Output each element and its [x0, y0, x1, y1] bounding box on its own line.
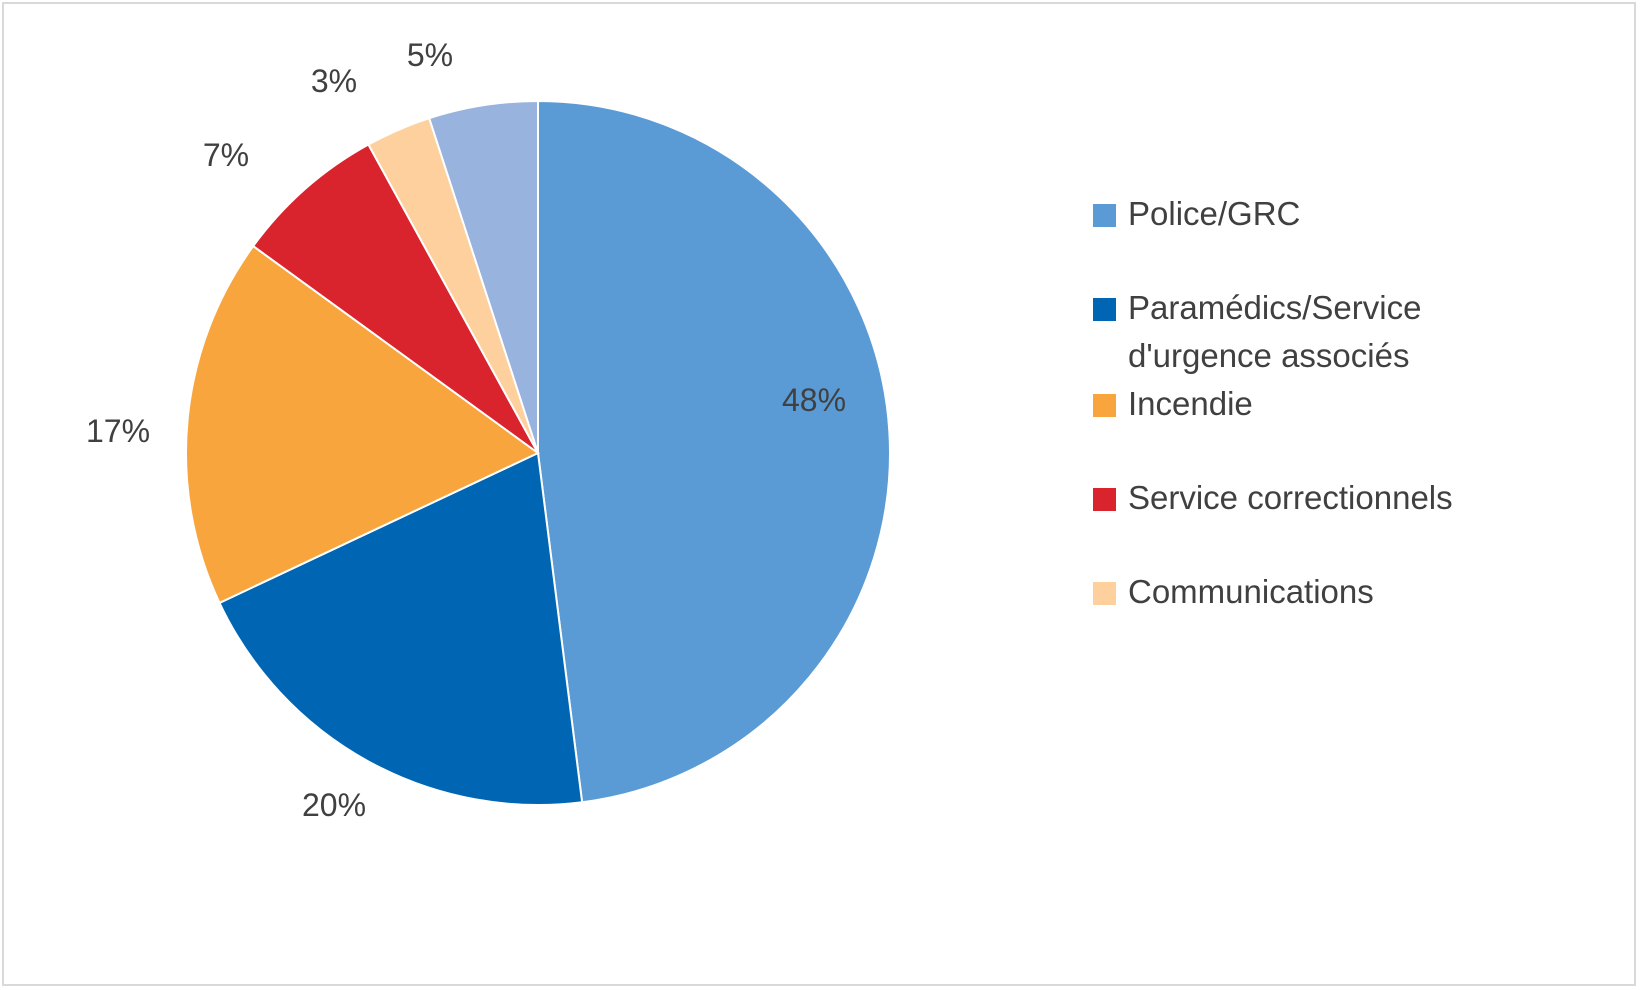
legend-swatch-paramedics — [1093, 298, 1116, 321]
slice-correctionnels — [251, 143, 539, 454]
slice-paramedics — [218, 451, 584, 806]
data-label-incendie: 17% — [86, 413, 150, 449]
legend-label-police: Police/GRC — [1128, 195, 1301, 232]
legend-label-paramedics: Paramédics/Service d'urgence associés — [1128, 289, 1422, 374]
legend-swatch-police — [1093, 204, 1116, 227]
legend-swatch-incendie — [1093, 394, 1116, 417]
legend-label-incendie: Incendie — [1128, 385, 1253, 422]
slice-police — [537, 99, 891, 804]
legend-swatch-communications — [1093, 582, 1116, 605]
data-label-communications: 3% — [311, 63, 357, 99]
data-label-correctionnels: 7% — [203, 137, 249, 173]
data-label-other: 5% — [407, 37, 453, 73]
legend-item-correctionnels: Service correctionnels — [1093, 474, 1533, 522]
slice-incendie — [185, 244, 540, 605]
legend-label-correctionnels: Service correctionnels — [1128, 479, 1453, 516]
legend-item-paramedics: Paramédics/Service d'urgence associés — [1093, 284, 1533, 380]
data-label-paramedics: 20% — [302, 787, 366, 823]
data-label-police: 48% — [782, 382, 846, 418]
legend-item-police: Police/GRC — [1093, 190, 1533, 238]
legend-item-communications: Communications — [1093, 568, 1533, 616]
legend-item-incendie: Incendie — [1093, 380, 1533, 428]
legend: Police/GRC Paramédics/Service d'urgence … — [1093, 190, 1533, 662]
slice-other — [427, 99, 539, 454]
legend-swatch-correctionnels — [1093, 488, 1116, 511]
legend-label-communications: Communications — [1128, 573, 1374, 610]
